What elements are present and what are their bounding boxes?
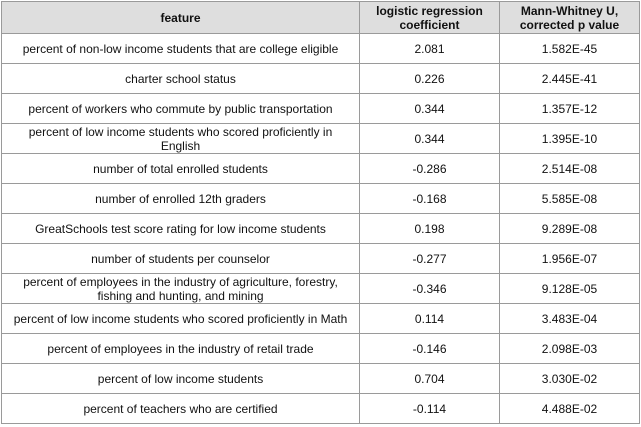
table-row: percent of low income students who score… <box>1 303 640 334</box>
coefficient-cell: -0.277 <box>359 243 500 274</box>
coefficient-cell: -0.146 <box>359 333 500 364</box>
feature-cell: charter school status <box>1 63 360 94</box>
feature-cell: percent of low income students who score… <box>1 123 360 154</box>
feature-cell: percent of workers who commute by public… <box>1 93 360 124</box>
p-value-cell: 2.098E-03 <box>499 333 640 364</box>
table-row: charter school status 0.226 2.445E-41 <box>1 63 640 94</box>
coefficient-cell: 0.704 <box>359 363 500 394</box>
feature-cell: percent of employees in the industry of … <box>1 333 360 364</box>
table-row: percent of non-low income students that … <box>1 33 640 64</box>
table-row: number of enrolled 12th graders -0.168 5… <box>1 183 640 214</box>
p-value-cell: 1.357E-12 <box>499 93 640 124</box>
p-value-cell: 2.514E-08 <box>499 153 640 184</box>
table-row: GreatSchools test score rating for low i… <box>1 213 640 244</box>
table-row: number of total enrolled students -0.286… <box>1 153 640 184</box>
coefficient-cell: 0.114 <box>359 303 500 334</box>
feature-cell: number of total enrolled students <box>1 153 360 184</box>
feature-cell: percent of non-low income students that … <box>1 33 360 64</box>
feature-cell: GreatSchools test score rating for low i… <box>1 213 360 244</box>
p-value-cell: 1.582E-45 <box>499 33 640 64</box>
table-row: percent of employees in the industry of … <box>1 273 640 304</box>
feature-cell: percent of teachers who are certified <box>1 393 360 424</box>
p-value-cell: 3.030E-02 <box>499 363 640 394</box>
table-body: percent of non-low income students that … <box>1 33 640 424</box>
p-value-cell: 1.956E-07 <box>499 243 640 274</box>
table-row: percent of low income students 0.704 3.0… <box>1 363 640 394</box>
coefficient-cell: 0.198 <box>359 213 500 244</box>
header-p-value: Mann-Whitney U, corrected p value <box>499 1 640 34</box>
table-row: percent of employees in the industry of … <box>1 333 640 364</box>
table-row: percent of teachers who are certified -0… <box>1 393 640 424</box>
feature-cell: percent of low income students <box>1 363 360 394</box>
feature-cell: number of enrolled 12th graders <box>1 183 360 214</box>
table-header: feature logistic regression coefficient … <box>1 1 640 34</box>
coefficient-cell: 0.344 <box>359 123 500 154</box>
coefficient-cell: 2.081 <box>359 33 500 64</box>
feature-cell: percent of low income students who score… <box>1 303 360 334</box>
coefficient-cell: -0.114 <box>359 393 500 424</box>
header-feature: feature <box>1 1 360 34</box>
header-coefficient: logistic regression coefficient <box>359 1 500 34</box>
p-value-cell: 4.488E-02 <box>499 393 640 424</box>
p-value-cell: 5.585E-08 <box>499 183 640 214</box>
coefficient-cell: 0.226 <box>359 63 500 94</box>
table-row: percent of workers who commute by public… <box>1 93 640 124</box>
coefficient-cell: -0.286 <box>359 153 500 184</box>
header-row: feature logistic regression coefficient … <box>1 1 640 34</box>
feature-cell: number of students per counselor <box>1 243 360 274</box>
p-value-cell: 1.395E-10 <box>499 123 640 154</box>
feature-cell: percent of employees in the industry of … <box>1 273 360 304</box>
p-value-cell: 2.445E-41 <box>499 63 640 94</box>
p-value-cell: 3.483E-04 <box>499 303 640 334</box>
coefficient-cell: 0.344 <box>359 93 500 124</box>
p-value-cell: 9.128E-05 <box>499 273 640 304</box>
coefficient-cell: -0.168 <box>359 183 500 214</box>
table-row: percent of low income students who score… <box>1 123 640 154</box>
table-row: number of students per counselor -0.277 … <box>1 243 640 274</box>
coefficient-cell: -0.346 <box>359 273 500 304</box>
p-value-cell: 9.289E-08 <box>499 213 640 244</box>
